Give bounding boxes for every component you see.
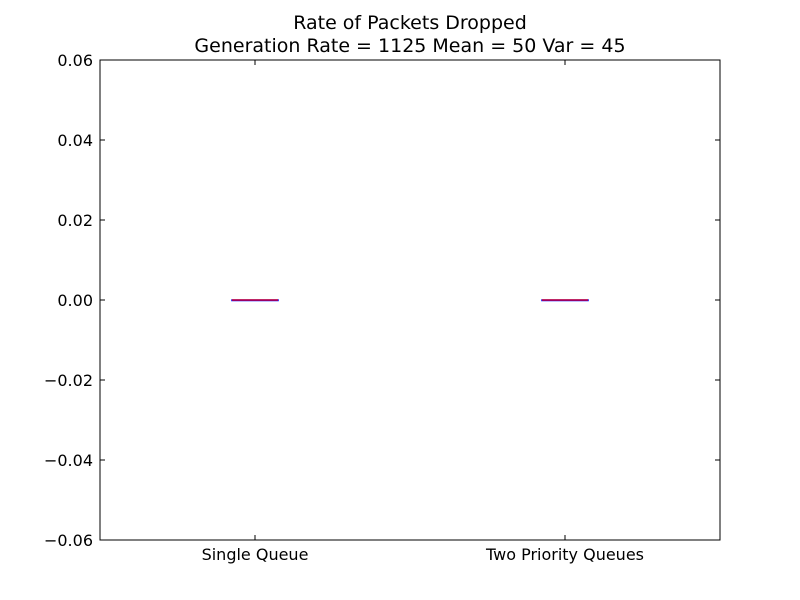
box-1: [541, 299, 589, 302]
chart-title: Rate of Packets Dropped: [293, 12, 527, 34]
y-tick-label: −0.04: [44, 451, 93, 470]
plot-frame: [99, 59, 721, 541]
y-tick-label: −0.06: [44, 531, 93, 550]
y-tick-label: 0.00: [57, 291, 93, 310]
x-tick-label: Single Queue: [202, 545, 309, 564]
y-tick-label: 0.06: [57, 51, 93, 70]
y-tick-label: 0.02: [57, 211, 93, 230]
ticks-layer: −0.06 −0.04 −0.02 0.00 0.02 0.04 0.06 Single Qu…: [44, 51, 720, 564]
y-tick-label: 0.04: [57, 131, 93, 150]
y-tick-label: −0.02: [44, 371, 93, 390]
chart-subtitle: Generation Rate = 1125 Mean = 50 Var = 4…: [194, 35, 626, 57]
x-tick-label: Two Priority Queues: [485, 545, 644, 564]
box-0: [231, 299, 279, 302]
boxes-layer: [231, 299, 589, 302]
